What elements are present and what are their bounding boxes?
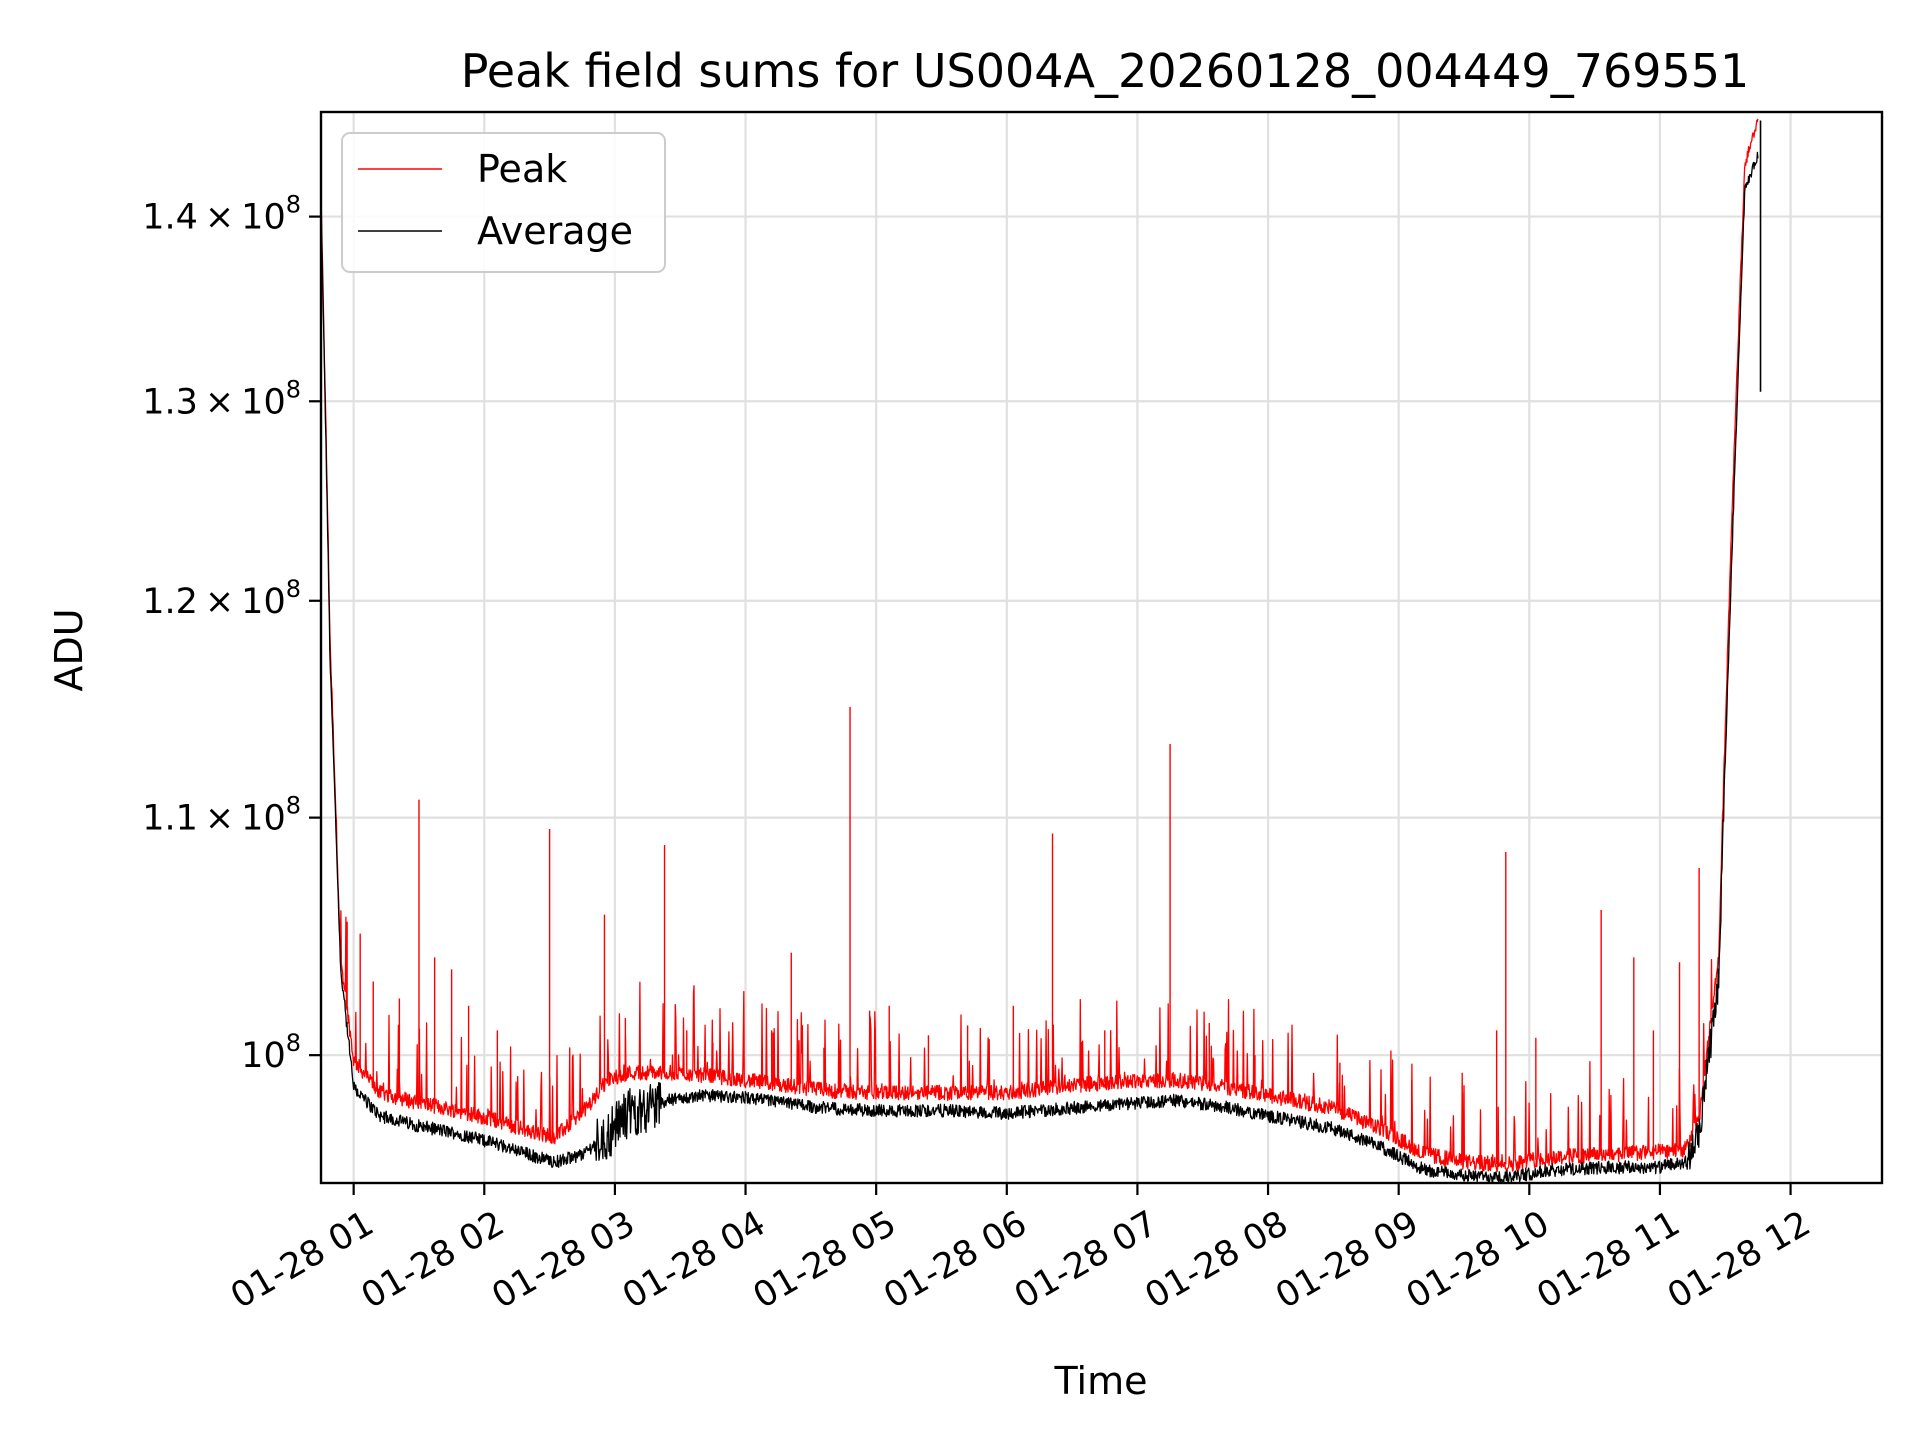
legend: Peak Average <box>341 132 666 273</box>
y-tick-label: 108 <box>241 1029 301 1076</box>
legend-label-average: Average <box>477 209 633 253</box>
chart-title: Peak field sums for US004A_20260128_0044… <box>461 44 1750 98</box>
x-axis-label: Time <box>1054 1359 1148 1403</box>
y-tick-label: 1.2 × 108 <box>142 575 301 622</box>
legend-box <box>341 132 666 273</box>
plot-frame <box>319 110 1884 1185</box>
series-line-average <box>320 151 1759 1184</box>
y-tick-label: 1.3 × 108 <box>142 375 301 422</box>
grid-lines <box>321 112 1882 1183</box>
legend-label-peak: Peak <box>477 147 567 191</box>
y-tick-label: 1.4 × 108 <box>142 191 301 238</box>
y-tick-label: 1.1 × 108 <box>142 792 301 839</box>
y-axis-label: ADU <box>47 608 91 691</box>
y-axis: 108 1.1 × 108 1.2 × 108 1.3 × 108 1.4 × 108 <box>142 191 321 1076</box>
series-layer <box>320 118 1762 1184</box>
series-line-peak <box>320 118 1759 1173</box>
